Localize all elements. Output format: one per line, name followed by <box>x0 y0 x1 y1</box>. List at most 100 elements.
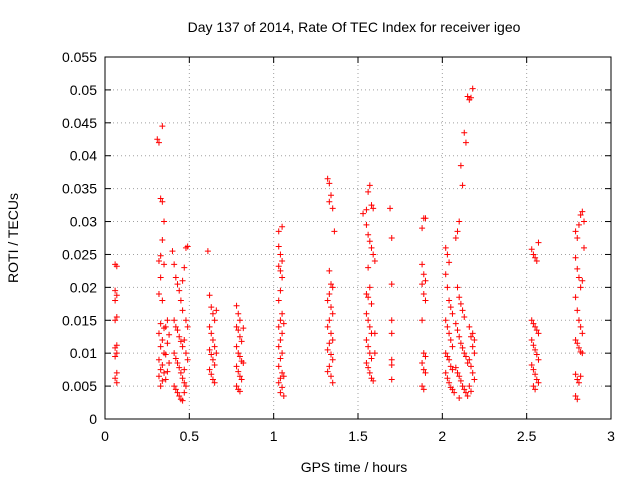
data-point <box>279 274 286 281</box>
data-point <box>177 369 184 376</box>
data-point <box>236 353 243 360</box>
data-point <box>422 369 429 376</box>
data-point <box>388 317 395 324</box>
data-point <box>466 383 473 390</box>
data-point <box>461 350 468 357</box>
y-tick-label: 0.05 <box>70 82 97 98</box>
data-point <box>236 373 243 380</box>
data-point <box>572 254 579 261</box>
data-point <box>464 360 471 367</box>
x-axis-label: GPS time / hours <box>301 459 408 475</box>
data-point <box>371 258 378 265</box>
data-point <box>280 373 287 380</box>
data-point <box>446 379 453 386</box>
data-point <box>157 195 164 202</box>
data-point <box>419 317 426 324</box>
data-point <box>444 284 451 291</box>
data-point <box>159 337 166 344</box>
data-point <box>462 389 469 396</box>
data-point <box>179 397 186 404</box>
data-point <box>530 366 537 373</box>
data-point <box>181 366 188 373</box>
data-point <box>446 330 453 337</box>
data-point <box>235 327 242 334</box>
data-point <box>112 287 119 294</box>
data-point <box>206 323 213 330</box>
data-point <box>459 307 466 314</box>
data-point <box>166 360 173 367</box>
data-point <box>324 297 331 304</box>
chart-title: Day 137 of 2014, Rate Of TEC Index for r… <box>188 19 521 35</box>
data-point <box>366 284 373 291</box>
data-point <box>575 221 582 228</box>
data-point <box>363 290 370 297</box>
data-point <box>535 356 542 363</box>
data-point <box>162 351 169 358</box>
data-point <box>233 343 240 350</box>
data-point <box>324 368 331 375</box>
data-point <box>466 323 473 330</box>
x-tick-label: 3 <box>607 428 615 444</box>
y-tick-label: 0.01 <box>70 345 97 361</box>
data-point <box>446 259 453 266</box>
data-point <box>365 317 372 324</box>
data-point <box>575 274 582 281</box>
data-point <box>365 264 372 271</box>
data-point <box>447 363 454 370</box>
data-point <box>326 290 333 297</box>
data-point <box>574 340 581 347</box>
data-point <box>174 327 181 334</box>
data-point <box>419 383 426 390</box>
data-point <box>577 211 584 218</box>
data-point <box>159 198 166 205</box>
data-point <box>112 317 119 324</box>
data-point <box>275 228 282 235</box>
data-point <box>464 392 471 399</box>
data-point <box>366 369 373 376</box>
data-point <box>161 369 168 376</box>
data-point <box>579 277 586 284</box>
data-point <box>471 337 478 344</box>
data-point <box>574 235 581 241</box>
data-point <box>155 373 162 380</box>
data-point <box>461 129 468 136</box>
data-point <box>176 364 183 371</box>
data-point <box>112 353 119 360</box>
data-point <box>461 386 468 393</box>
data-point <box>233 363 240 370</box>
data-point <box>280 392 287 399</box>
data-point <box>208 330 215 337</box>
data-point <box>277 317 284 324</box>
data-point <box>206 292 213 299</box>
data-point <box>574 396 581 403</box>
data-point <box>233 383 240 390</box>
data-point <box>275 379 282 386</box>
data-point <box>328 281 335 288</box>
data-point <box>164 368 171 375</box>
x-axis-ticks: 0 0.5 1 1.5 2 2.5 3 <box>101 57 615 444</box>
data-point <box>457 300 464 307</box>
data-point <box>113 350 120 357</box>
data-point <box>577 373 584 380</box>
data-point <box>328 304 335 311</box>
data-point <box>533 351 540 358</box>
data-point <box>388 330 395 337</box>
data-point <box>533 376 540 383</box>
y-tick-label: 0.015 <box>62 312 97 328</box>
data-point <box>236 388 243 395</box>
data-point <box>530 342 537 349</box>
data-point <box>157 320 164 327</box>
data-point <box>368 355 375 362</box>
data-point <box>535 379 542 386</box>
data-point <box>113 292 120 299</box>
data-point <box>366 323 373 330</box>
data-point <box>532 371 539 378</box>
data-point <box>360 210 367 217</box>
data-point <box>365 188 372 195</box>
data-point <box>363 360 370 367</box>
data-point <box>155 258 162 265</box>
data-point <box>279 369 286 376</box>
data-point <box>184 323 191 330</box>
data-point <box>275 263 282 270</box>
data-point <box>279 384 286 391</box>
